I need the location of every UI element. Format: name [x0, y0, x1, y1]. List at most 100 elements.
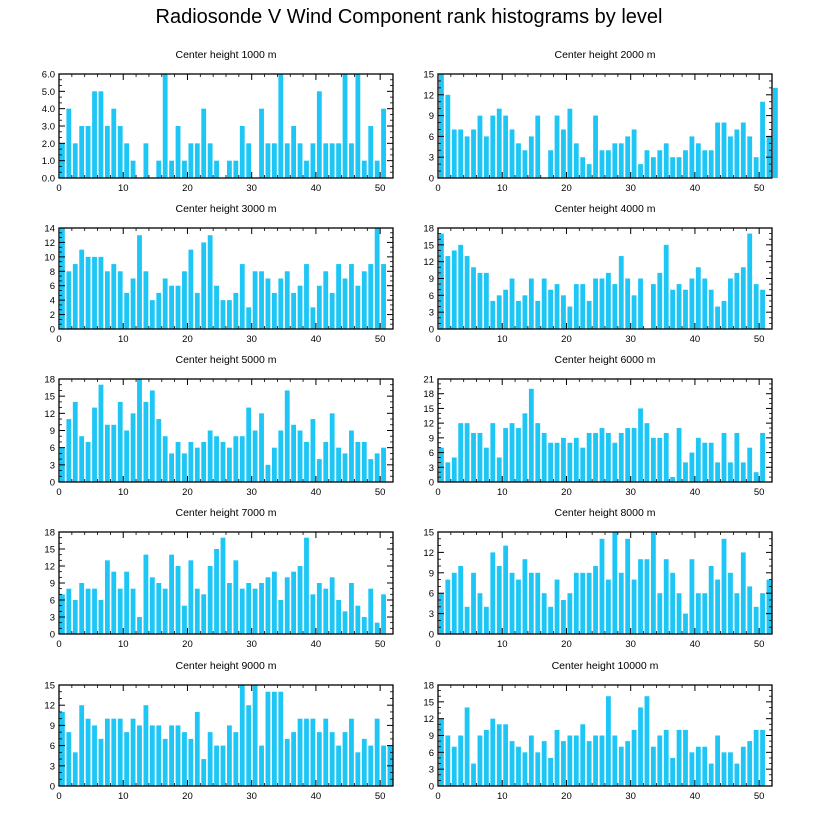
bar: [175, 285, 181, 329]
bar: [214, 436, 219, 482]
bar: [586, 164, 592, 178]
bar: [368, 745, 374, 786]
x-tick-label: 0: [56, 487, 61, 498]
y-tick-label: 2.0: [42, 139, 55, 150]
bar: [528, 388, 534, 482]
bar: [342, 732, 348, 786]
bar: [259, 108, 264, 178]
bar: [60, 711, 65, 786]
bar: [516, 746, 521, 786]
y-tick-label: 9: [429, 111, 434, 122]
bar: [541, 432, 547, 482]
x-tick-label: 0: [435, 183, 440, 194]
bar: [503, 724, 509, 786]
bar: [773, 87, 778, 178]
bar: [85, 718, 91, 786]
bar: [657, 437, 663, 482]
bar: [458, 566, 464, 634]
bar: [638, 164, 643, 178]
bar: [573, 572, 579, 634]
y-tick-label: 0.0: [42, 174, 55, 185]
bar: [117, 271, 123, 329]
y-tick-label: 4.0: [42, 104, 55, 115]
bar: [124, 732, 130, 786]
bar: [650, 284, 656, 329]
y-tick-label: 12: [44, 562, 55, 573]
y-tick-label: 6: [429, 448, 434, 459]
bar: [612, 735, 618, 786]
x-tick-label: 10: [497, 791, 508, 802]
bar: [361, 160, 367, 178]
bar: [355, 605, 361, 634]
bar: [638, 559, 643, 634]
bar: [169, 554, 175, 634]
bar: [715, 579, 721, 634]
bar: [149, 577, 155, 634]
bar: [464, 606, 470, 634]
x-tick-label: 40: [311, 791, 322, 802]
bar: [740, 462, 746, 482]
bar: [715, 306, 721, 329]
panel-1: 0 10 20 30 40 50 0.0 1.0 2.0 3.0 4.0 5.0 6.0 Center h…: [42, 49, 394, 194]
bar: [194, 711, 200, 786]
bar: [593, 278, 598, 329]
x-tick-label: 0: [56, 334, 61, 345]
bar: [207, 566, 213, 634]
bar: [483, 272, 489, 329]
bar: [606, 272, 611, 329]
x-tick-label: 0: [435, 791, 440, 802]
x-tick-label: 20: [561, 183, 572, 194]
bar: [246, 307, 252, 329]
bar: [477, 272, 483, 329]
bar: [554, 115, 560, 178]
bar: [747, 136, 753, 178]
bar: [291, 292, 297, 329]
bar: [233, 436, 239, 482]
bar: [567, 593, 573, 634]
bar: [464, 136, 470, 178]
bar: [182, 160, 187, 178]
bar: [259, 413, 264, 482]
bar: [708, 150, 714, 178]
x-tick-label: 0: [435, 334, 440, 345]
bar: [593, 735, 598, 786]
bar: [130, 718, 136, 786]
bar: [66, 108, 72, 178]
x-tick-label: 10: [497, 334, 508, 345]
bar: [182, 453, 187, 482]
x-tick-label: 20: [182, 791, 193, 802]
bar: [715, 462, 721, 482]
bar: [336, 264, 342, 329]
bar: [663, 244, 669, 329]
bar: [516, 143, 521, 178]
bar: [670, 477, 676, 482]
bar: [342, 278, 348, 329]
bar: [329, 292, 335, 329]
bar: [349, 143, 354, 178]
bar: [650, 157, 656, 178]
bar: [111, 264, 117, 329]
panel-title: Center height 8000 m: [555, 507, 656, 519]
bar: [638, 707, 643, 786]
bar: [79, 249, 85, 329]
bar: [85, 126, 91, 178]
bar: [130, 413, 136, 482]
bar: [477, 432, 483, 482]
bar: [561, 295, 566, 329]
bar: [214, 549, 219, 634]
bar: [220, 300, 226, 329]
bar: [760, 729, 765, 786]
bar: [374, 718, 380, 786]
bar: [483, 447, 489, 482]
y-tick-label: 12: [44, 409, 55, 420]
bar: [580, 724, 586, 786]
bar: [284, 390, 290, 482]
bar: [509, 572, 515, 634]
bar: [599, 538, 605, 634]
bar: [297, 143, 303, 178]
bar: [663, 432, 669, 482]
bar: [625, 428, 631, 482]
bar: [612, 143, 618, 178]
y-tick-label: 3: [50, 761, 55, 772]
bar: [618, 256, 624, 329]
